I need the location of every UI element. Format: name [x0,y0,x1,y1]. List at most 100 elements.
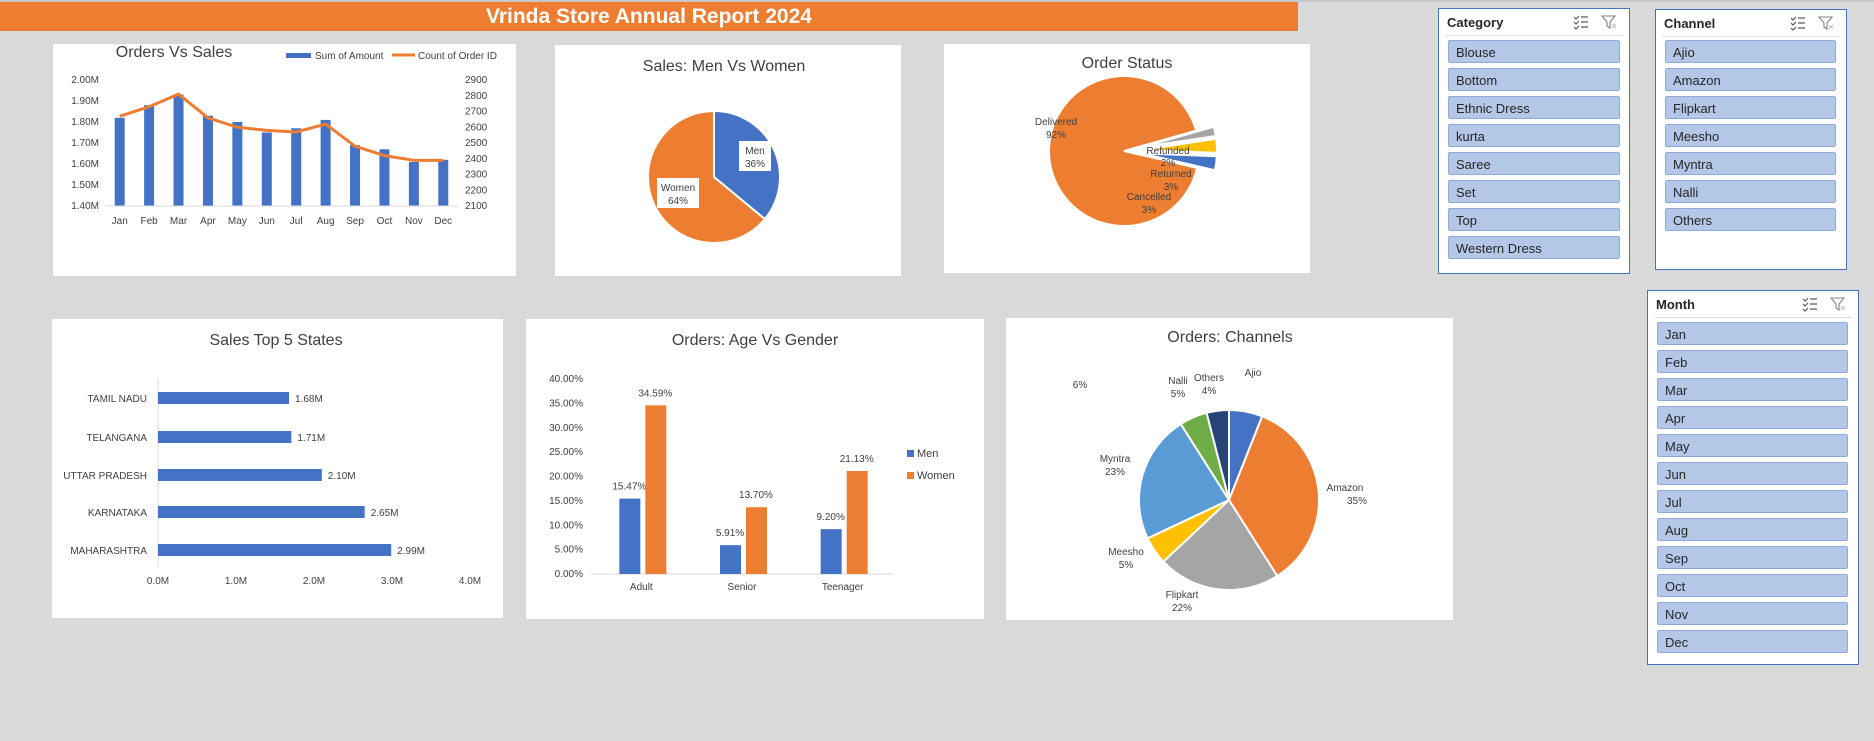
pie-slice-flipkart [1161,498,1279,591]
chart-orders-age-gender[interactable]: Orders: Age Vs Gender 0.00% 5.00% 10.00% 15.… [526,319,984,619]
slicer-item-flipkart[interactable]: Flipkart [1665,96,1836,119]
slicer-item-meesho[interactable]: Meesho [1665,124,1836,147]
x-tick-label: Sep [346,216,364,227]
multi-select-icon[interactable] [1802,296,1818,312]
slicer-item-jun[interactable]: Jun [1657,462,1848,485]
slicer-item-aug[interactable]: Aug [1657,518,1848,541]
x-tick-label: 4.0M [459,576,481,587]
slice-label: Refunded [1146,146,1189,157]
bar-state [158,392,290,404]
state-label: KARNATAKA [88,508,147,519]
bar-value-label: 15.47% [612,482,646,493]
slicer-item-top[interactable]: Top [1448,208,1620,231]
line-order-count [119,92,444,162]
slicer-item-oct[interactable]: Oct [1657,574,1848,597]
slicer-item-jul[interactable]: Jul [1657,490,1848,513]
legend-label-count: Count of Order ID [418,51,497,62]
x-tick-label: Feb [141,216,159,227]
x-tick-label: 0.0M [147,576,169,587]
bar-state [158,469,322,481]
slice-label: Delivered [1035,117,1077,128]
slice-label: Nalli [1168,376,1187,387]
label-box-men [739,141,771,171]
slicer-title: Category [1447,15,1504,30]
right-tick-label: 2200 [465,185,488,196]
bar-amount [173,94,184,206]
slicer-item-jan[interactable]: Jan [1657,322,1848,345]
slicer-item-bottom[interactable]: Bottom [1448,68,1620,91]
bar-amount [408,161,419,206]
slicer-item-mar[interactable]: Mar [1657,378,1848,401]
slicer-item-kurta[interactable]: kurta [1448,124,1620,147]
slice-label: Women [661,183,695,194]
bar-amount [350,145,361,206]
chart-orders-channels[interactable]: Orders: Channels Ajio 6% Amazon 35% Flipkart 2… [1006,318,1453,620]
chart-order-status[interactable]: Order Status Delivered 92% Refunded 2% Return… [944,44,1310,273]
bar-men [820,529,842,574]
slice-pct: 64% [668,196,688,207]
x-tick-label: 1.0M [225,576,247,587]
right-tick-label: 2700 [465,107,488,118]
slicer-item-western-dress[interactable]: Western Dress [1448,236,1620,259]
chart-title: Orders: Channels [1167,329,1292,346]
right-tick-label: 2600 [465,122,488,133]
slice-label: Others [1194,373,1224,384]
state-label: TAMIL NADU [88,394,147,405]
bar-men [619,498,641,574]
slicer-title: Channel [1664,16,1716,31]
slicer-item-nov[interactable]: Nov [1657,602,1848,625]
clear-filter-icon[interactable] [1818,15,1834,31]
slicer-item-amazon[interactable]: Amazon [1665,68,1836,91]
bar-value-label: 2.99M [397,546,425,557]
clear-filter-icon[interactable] [1830,296,1846,312]
clear-filter-icon[interactable] [1601,14,1617,30]
slicer-channel[interactable]: Channel Ajio Amazon Flipkart Meesho Myntra Na… [1655,9,1847,270]
slicer-item-ajio[interactable]: Ajio [1665,40,1836,63]
x-tick-label: Teenager [822,582,864,593]
bar-value-label: 9.20% [816,512,844,523]
chart-sales-men-women[interactable]: Sales: Men Vs Women Men 36% Women 64% [555,45,901,276]
slicer-month[interactable]: Month Jan Feb Mar Apr May Jun Jul Aug Sep Oct Nov D… [1647,290,1859,665]
pie-slice-delivered [1048,75,1199,227]
slicer-item-myntra[interactable]: Myntra [1665,152,1836,175]
bar-amount [291,128,302,206]
bar-value-label: 1.71M [297,433,325,444]
slicer-item-may[interactable]: May [1657,434,1848,457]
bar-amount [320,119,331,206]
chart-orders-vs-sales[interactable]: Orders Vs Sales Sum of Amount Count of Ord… [53,44,516,276]
slice-pct: 3% [1142,205,1157,216]
bar-amount [438,159,449,206]
slice-label: Meesho [1108,547,1144,558]
left-tick-label: 1.50M [71,180,99,191]
state-label: TELANGANA [86,433,147,444]
chart-title: Orders: Age Vs Gender [672,332,839,349]
slicer-category[interactable]: Category Blouse Bottom Ethnic Dress kurta Sa… [1438,8,1630,274]
x-tick-label: Jun [259,216,275,227]
pie-slice-refunded [1141,125,1217,149]
slicer-item-set[interactable]: Set [1448,180,1620,203]
y-tick-label: 0.00% [555,569,583,580]
slice-label: Men [745,146,764,157]
right-tick-label: 2800 [465,91,488,102]
y-tick-label: 35.00% [549,398,583,409]
slicer-item-nalli[interactable]: Nalli [1665,180,1836,203]
slicer-item-sep[interactable]: Sep [1657,546,1848,569]
slicer-item-apr[interactable]: Apr [1657,406,1848,429]
slicer-item-dec[interactable]: Dec [1657,630,1848,653]
slice-pct: 4% [1202,386,1217,397]
slicer-item-others[interactable]: Others [1665,208,1836,231]
bar-amount [144,105,155,206]
bar-state [158,544,392,556]
bar-amount [379,149,390,206]
multi-select-icon[interactable] [1790,15,1806,31]
slicer-item-feb[interactable]: Feb [1657,350,1848,373]
slicer-item-ethnic-dress[interactable]: Ethnic Dress [1448,96,1620,119]
slicer-item-saree[interactable]: Saree [1448,152,1620,175]
bar-amount [114,117,125,206]
chart-sales-top5-states[interactable]: Sales Top 5 States TAMIL NADU 1.68M TELANGA… [52,319,503,618]
multi-select-icon[interactable] [1573,14,1589,30]
bar-women [746,507,767,574]
slicer-item-blouse[interactable]: Blouse [1448,40,1620,63]
slice-pct: 5% [1171,389,1186,400]
legend-label: Women [917,470,955,482]
